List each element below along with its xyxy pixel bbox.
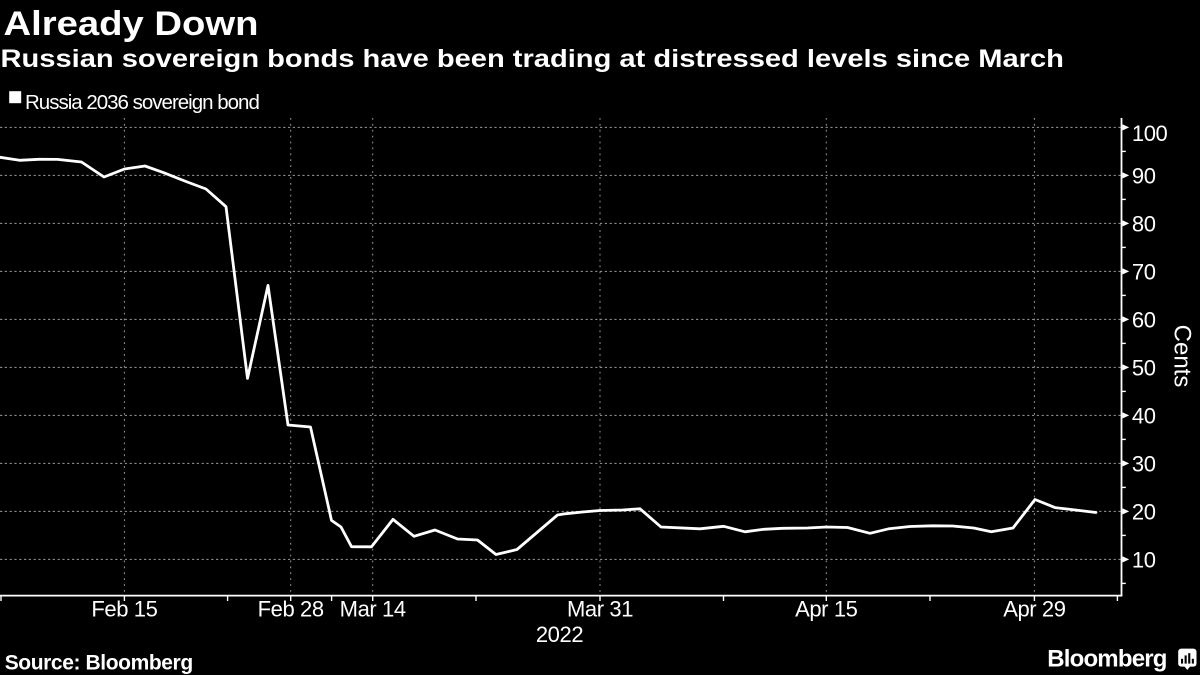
svg-text:Apr 29: Apr 29 (1003, 597, 1066, 622)
svg-text:2022: 2022 (536, 622, 584, 647)
svg-text:70: 70 (1132, 259, 1156, 284)
svg-text:30: 30 (1132, 451, 1156, 476)
svg-text:Bloomberg: Bloomberg (1047, 646, 1167, 673)
svg-text:Apr 15: Apr 15 (795, 597, 858, 622)
svg-text:Already Down: Already Down (4, 4, 259, 43)
svg-text:Russia 2036 sovereign bond: Russia 2036 sovereign bond (25, 91, 259, 114)
svg-text:Source: Bloomberg: Source: Bloomberg (5, 651, 193, 674)
svg-text:Mar 14: Mar 14 (340, 597, 406, 622)
svg-text:40: 40 (1132, 403, 1156, 428)
svg-text:20: 20 (1132, 499, 1156, 524)
svg-text:10: 10 (1132, 547, 1156, 572)
svg-text:50: 50 (1132, 355, 1156, 380)
svg-text:90: 90 (1132, 163, 1156, 188)
svg-text:Mar 31: Mar 31 (567, 597, 633, 622)
svg-text:Feb 28: Feb 28 (258, 597, 324, 622)
svg-text:Cents: Cents (1169, 325, 1196, 388)
svg-text:100: 100 (1132, 121, 1168, 146)
svg-text:60: 60 (1132, 307, 1156, 332)
svg-text:80: 80 (1132, 211, 1156, 236)
svg-text:Russian sovereign bonds have b: Russian sovereign bonds have been tradin… (1, 44, 1064, 73)
svg-text:Feb 15: Feb 15 (91, 597, 157, 622)
